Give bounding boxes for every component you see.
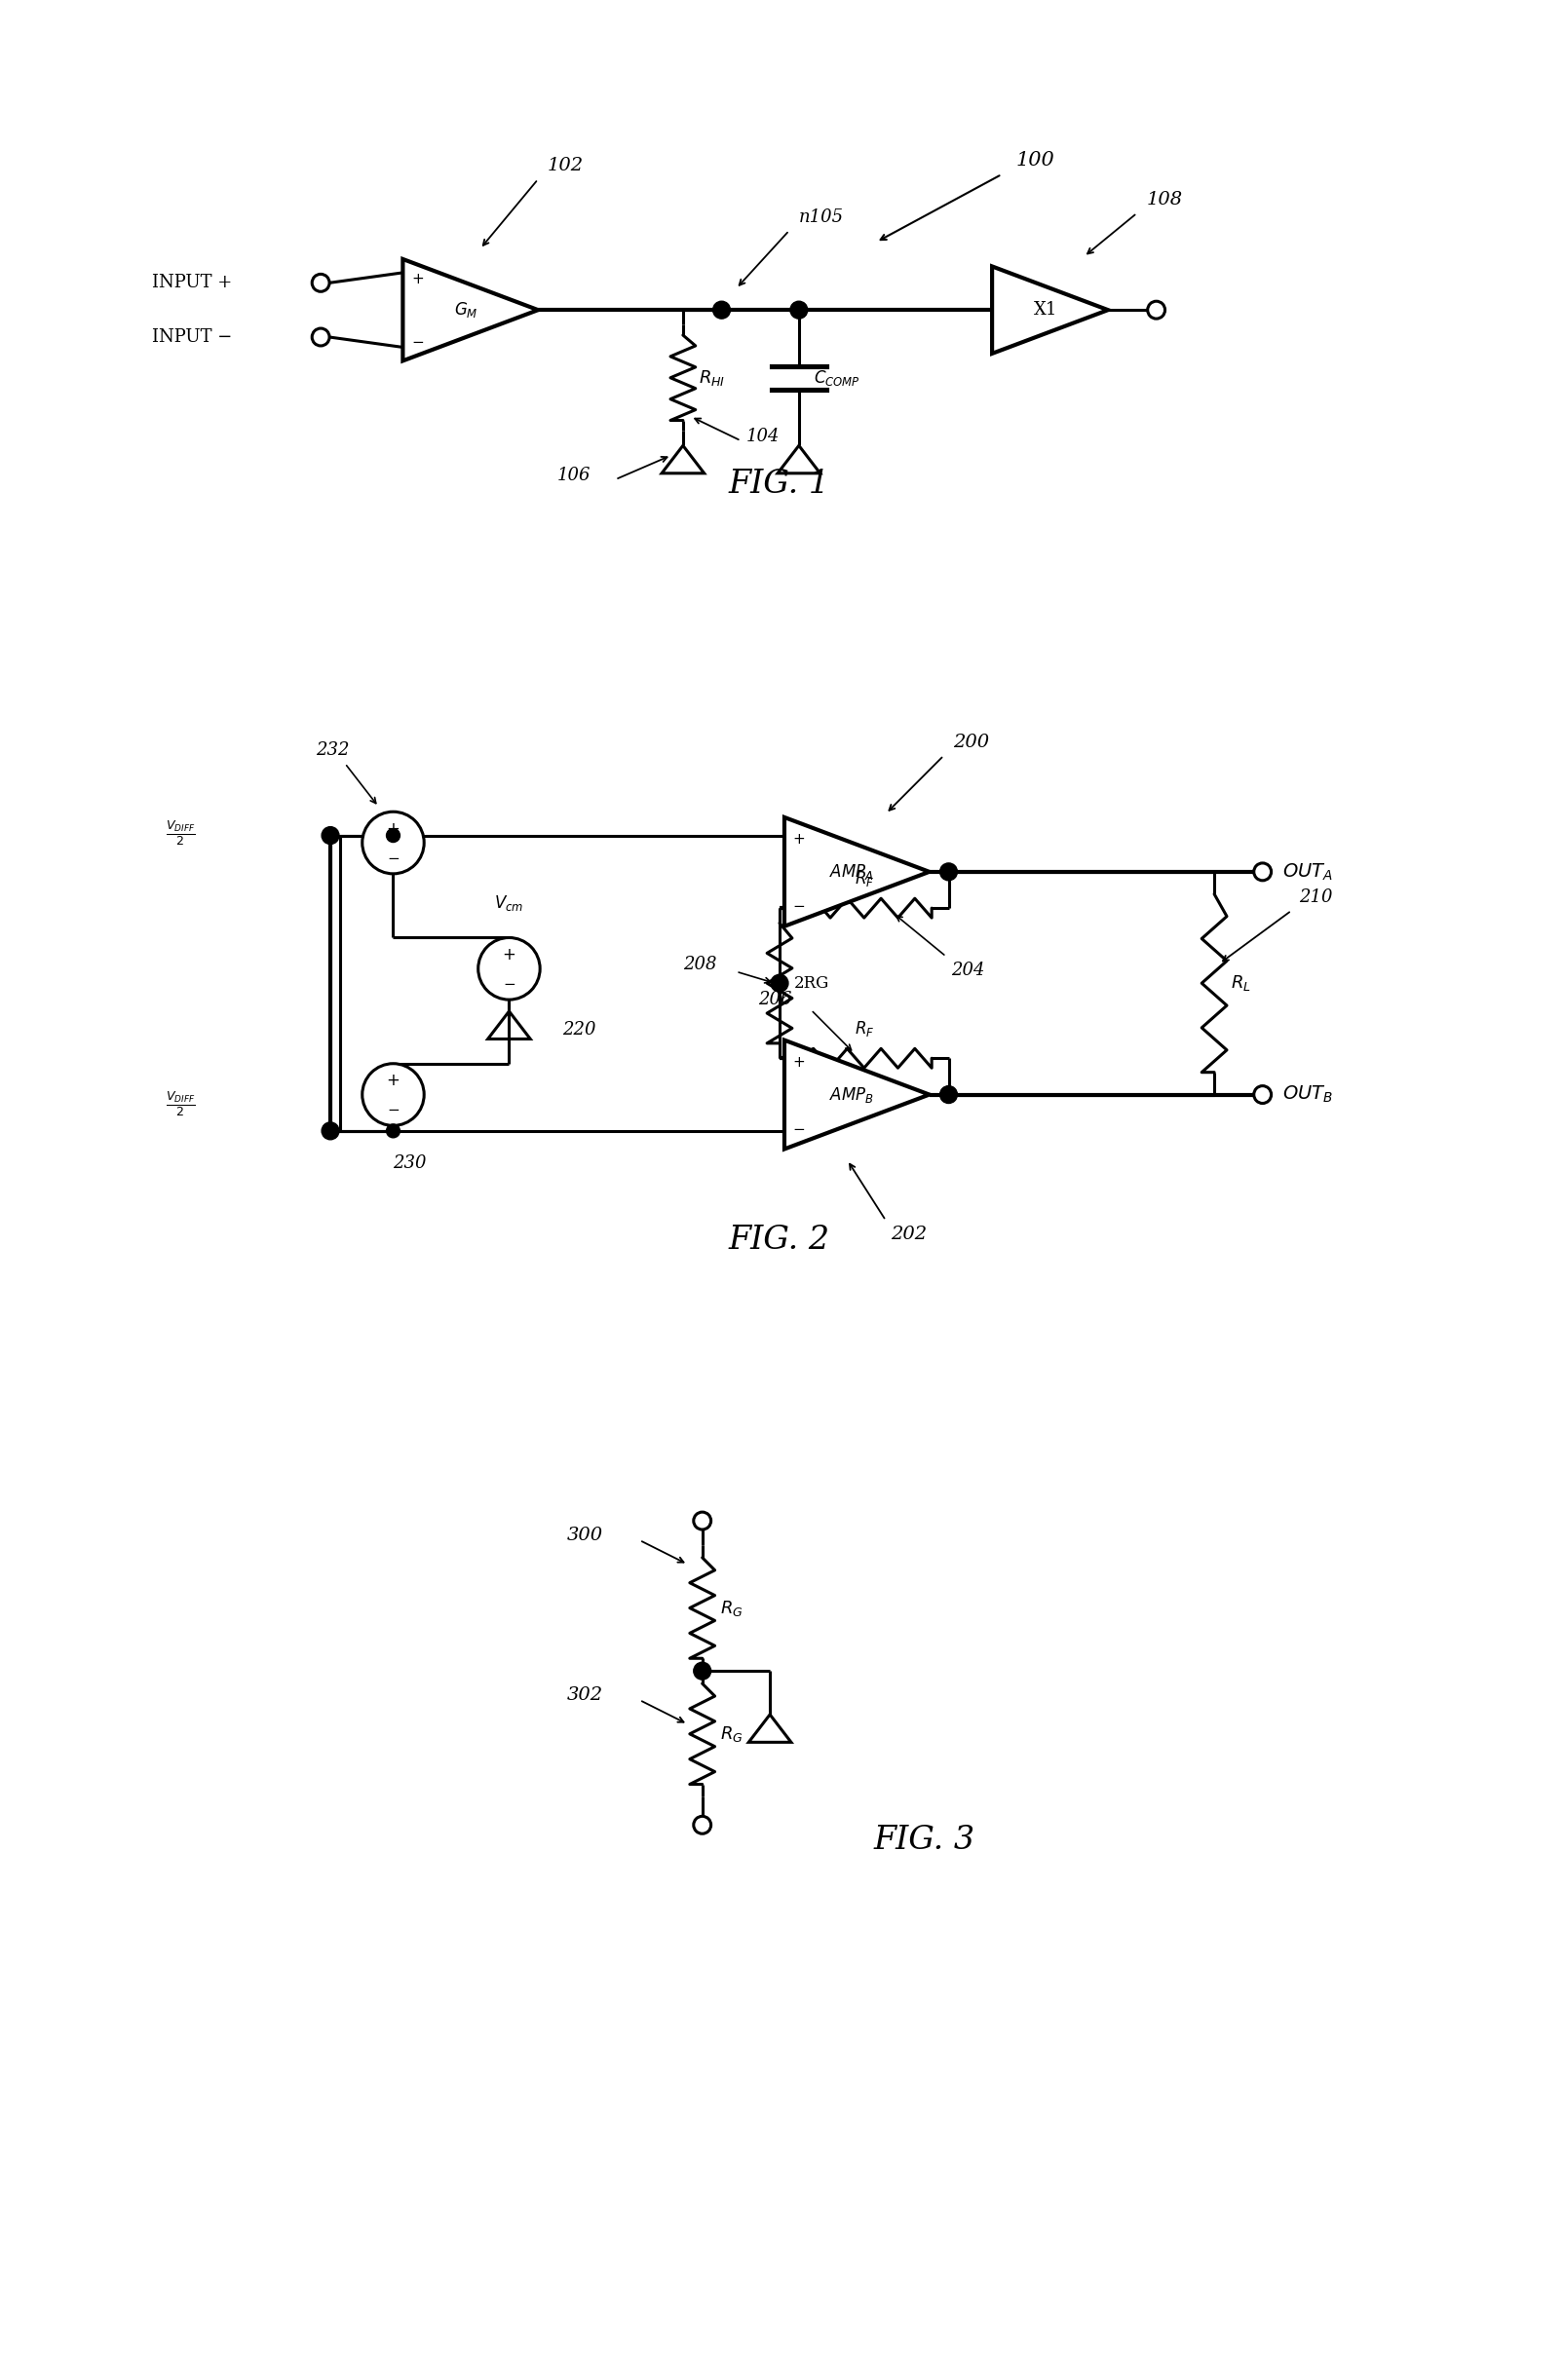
Text: 202: 202 [891, 1226, 927, 1242]
Text: +: + [792, 1054, 805, 1069]
Text: $-$: $-$ [386, 850, 400, 864]
Text: $OUT_B$: $OUT_B$ [1282, 1085, 1333, 1104]
Text: +: + [411, 271, 424, 286]
Text: +: + [386, 1071, 400, 1090]
Text: X1: X1 [1033, 302, 1057, 319]
Circle shape [939, 864, 957, 881]
Text: $-$: $-$ [411, 333, 424, 347]
Text: $-$: $-$ [792, 1121, 805, 1135]
Text: 100: 100 [1016, 150, 1055, 169]
Text: $R_G$: $R_G$ [719, 1723, 742, 1745]
Polygon shape [785, 816, 930, 926]
Text: 200: 200 [953, 733, 989, 750]
Text: $G_M$: $G_M$ [453, 300, 478, 319]
Text: $AMP_A$: $AMP_A$ [830, 862, 874, 881]
Text: $R_F$: $R_F$ [853, 869, 874, 888]
Circle shape [694, 1511, 711, 1530]
Text: $\frac{V_{DIFF}}{2}$: $\frac{V_{DIFF}}{2}$ [166, 819, 195, 847]
Circle shape [363, 812, 424, 873]
Circle shape [939, 1085, 957, 1104]
Circle shape [386, 1123, 400, 1138]
Text: FIG. 2: FIG. 2 [728, 1223, 830, 1257]
Text: 232: 232 [316, 740, 350, 759]
Text: 102: 102 [547, 157, 585, 174]
Text: 220: 220 [563, 1021, 596, 1038]
Text: +: + [386, 821, 400, 838]
Text: INPUT −: INPUT − [152, 328, 231, 345]
Circle shape [694, 1816, 711, 1833]
Circle shape [694, 1661, 711, 1680]
Polygon shape [993, 267, 1108, 355]
Text: 206: 206 [758, 990, 791, 1007]
Text: $R_L$: $R_L$ [1230, 973, 1250, 992]
Circle shape [478, 938, 539, 1000]
Text: INPUT +: INPUT + [152, 274, 231, 293]
Text: 208: 208 [683, 957, 716, 973]
Text: $-$: $-$ [386, 1102, 400, 1116]
Polygon shape [403, 259, 538, 362]
Text: $\frac{V_{DIFF}}{2}$: $\frac{V_{DIFF}}{2}$ [166, 1090, 195, 1119]
Text: 302: 302 [567, 1687, 603, 1704]
Text: $AMP_B$: $AMP_B$ [830, 1085, 874, 1104]
Text: FIG. 1: FIG. 1 [728, 469, 830, 500]
Text: $C_{COMP}$: $C_{COMP}$ [813, 369, 860, 388]
Text: $-$: $-$ [792, 897, 805, 912]
Text: $-$: $-$ [503, 976, 516, 990]
Text: $V_{cm}$: $V_{cm}$ [494, 892, 524, 912]
Circle shape [1254, 1085, 1271, 1104]
Circle shape [771, 973, 788, 992]
Text: $R_G$: $R_G$ [719, 1599, 742, 1618]
Text: 106: 106 [558, 466, 591, 483]
Text: $R_F$: $R_F$ [853, 1019, 874, 1040]
Circle shape [791, 302, 808, 319]
Circle shape [313, 274, 330, 293]
Circle shape [386, 828, 400, 843]
Text: 204: 204 [950, 962, 985, 978]
Text: 2RG: 2RG [794, 976, 830, 992]
Circle shape [322, 826, 339, 845]
Circle shape [322, 1123, 339, 1140]
Text: 210: 210 [1299, 888, 1333, 907]
Text: 230: 230 [394, 1154, 427, 1173]
Circle shape [313, 328, 330, 345]
Polygon shape [785, 1040, 930, 1150]
Text: $OUT_A$: $OUT_A$ [1282, 862, 1333, 883]
Text: 300: 300 [567, 1526, 603, 1545]
Text: +: + [792, 831, 805, 847]
Circle shape [363, 1064, 424, 1126]
Circle shape [713, 302, 730, 319]
Circle shape [1254, 864, 1271, 881]
Text: +: + [502, 945, 516, 964]
Text: FIG. 3: FIG. 3 [874, 1825, 975, 1856]
Text: $R_{HI}$: $R_{HI}$ [699, 369, 725, 388]
Text: 104: 104 [746, 428, 780, 445]
Text: n105: n105 [799, 207, 844, 226]
Text: 108: 108 [1147, 190, 1183, 207]
Circle shape [1147, 302, 1164, 319]
